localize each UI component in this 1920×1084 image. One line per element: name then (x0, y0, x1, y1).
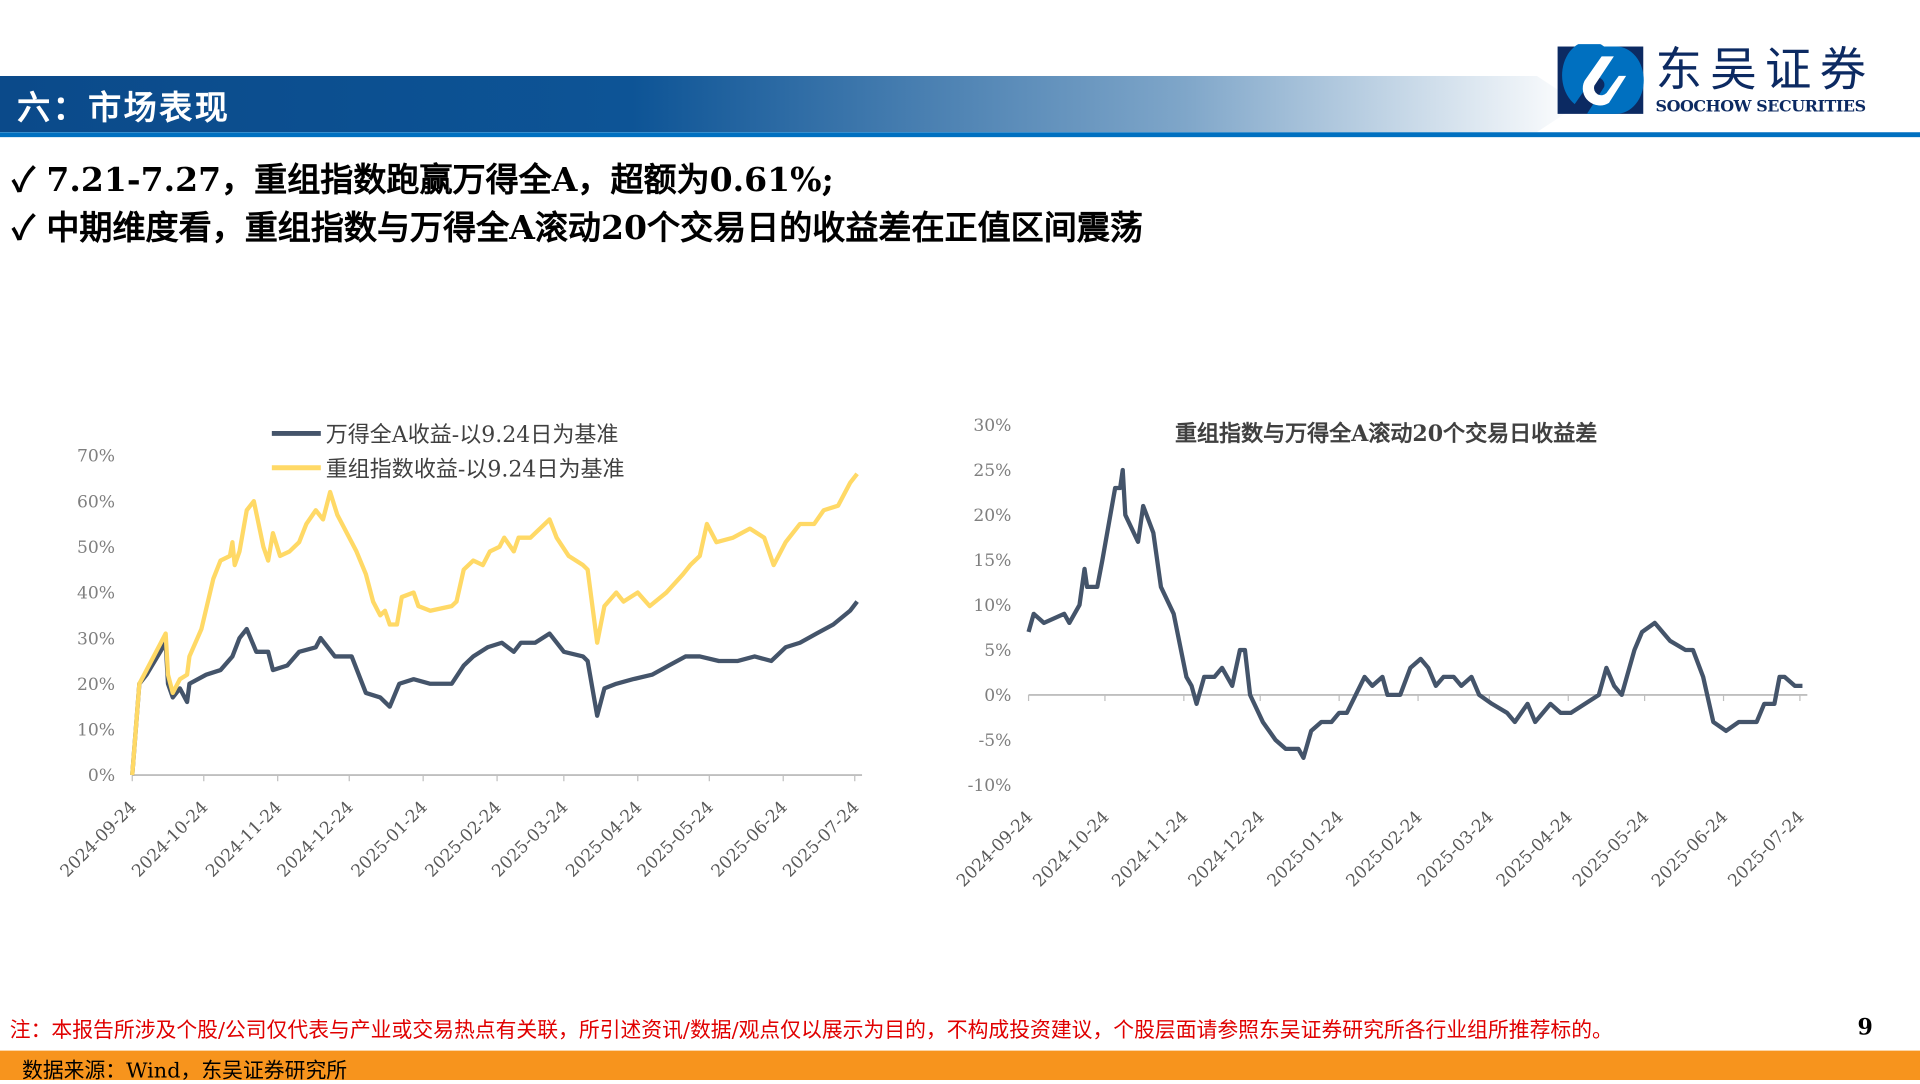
y-tick-label: 30% (973, 416, 1011, 436)
y-tick-label: -10% (968, 776, 1012, 796)
x-tick-label: 2025-07-24 (779, 797, 863, 881)
data-source: 数据来源：Wind，东吴证券研究所 (22, 1059, 348, 1084)
bullet-item: ✓ 7.21-7.27，重组指数跑赢万得全A，超额为0.61%; (12, 161, 834, 200)
y-tick-label: 10% (973, 596, 1011, 616)
x-tick-label: 2024-11-24 (1108, 807, 1192, 891)
check-icon: ✓ (12, 209, 35, 248)
header-divider (0, 132, 1920, 138)
soochow-logo: 东吴证券 SOOCHOW SECURITIES (1557, 44, 1867, 115)
page-title: 六：市场表现 (17, 89, 231, 128)
x-tick-label: 2025-01-24 (1264, 807, 1348, 891)
y-tick-label: 60% (77, 492, 115, 512)
series-line (1026, 467, 1803, 760)
y-tick-label: 0% (88, 766, 115, 786)
y-tick-label: 25% (973, 461, 1011, 481)
x-tick-label: 2025-03-24 (1414, 807, 1498, 891)
legend-label: 万得全A收益-以9.24日为基准 (326, 423, 619, 448)
series-line (130, 600, 859, 776)
svg-text:SOOCHOW SECURITIES: SOOCHOW SECURITIES (1656, 96, 1867, 115)
legend-label: 重组指数收益-以9.24日为基准 (326, 457, 625, 482)
y-tick-label: 15% (973, 551, 1011, 571)
x-tick-label: 2024-12-24 (1185, 807, 1269, 891)
y-tick-label: 0% (984, 686, 1011, 706)
x-tick-label: 2025-05-24 (634, 797, 718, 881)
x-tick-label: 2025-01-24 (348, 797, 432, 881)
x-tick-label: 2024-10-24 (128, 797, 212, 881)
y-tick-label: 30% (77, 629, 115, 649)
x-tick-label: 2025-04-24 (1493, 807, 1577, 891)
disclaimer-note: 注：本报告所涉及个股/公司仅代表与产业或交易热点有关联，所引述资讯/数据/观点仅… (9, 1018, 1613, 1044)
return-spread-chart: -10%-5%0%5%10%15%20%25%30%2024-09-242024… (953, 416, 1808, 891)
cumulative-return-chart: 0%10%20%30%40%50%60%70%2024-09-242024-10… (57, 423, 864, 881)
source-bar: 数据来源：Wind，东吴证券研究所 (0, 1050, 1920, 1084)
logo-cn-text: 东吴证券 (1656, 44, 1867, 97)
x-tick-label: 2024-09-24 (953, 807, 1037, 891)
page-number: 9 (1857, 1015, 1873, 1041)
y-tick-label: 20% (77, 675, 115, 695)
y-tick-label: 5% (984, 641, 1011, 661)
check-icon: ✓ (12, 161, 35, 200)
y-tick-label: 10% (77, 721, 115, 741)
x-tick-label: 2025-06-24 (1648, 807, 1732, 891)
y-tick-label: -5% (978, 731, 1011, 751)
x-tick-label: 2025-07-24 (1724, 807, 1808, 891)
series-line (130, 472, 859, 776)
chart-title: 重组指数与万得全A滚动20个交易日收益差 (1175, 421, 1597, 447)
y-tick-label: 20% (973, 506, 1011, 526)
header-bar (0, 75, 1580, 133)
x-tick-label: 2024-10-24 (1029, 807, 1113, 891)
x-tick-label: 2024-12-24 (274, 797, 358, 881)
x-tick-label: 2025-05-24 (1569, 807, 1653, 891)
y-tick-label: 70% (77, 447, 115, 467)
bullet-item: ✓ 中期维度看，重组指数与万得全A滚动20个交易日的收益差在正值区间震荡 (12, 209, 1143, 248)
y-tick-label: 50% (77, 538, 115, 558)
y-tick-label: 40% (77, 584, 115, 604)
